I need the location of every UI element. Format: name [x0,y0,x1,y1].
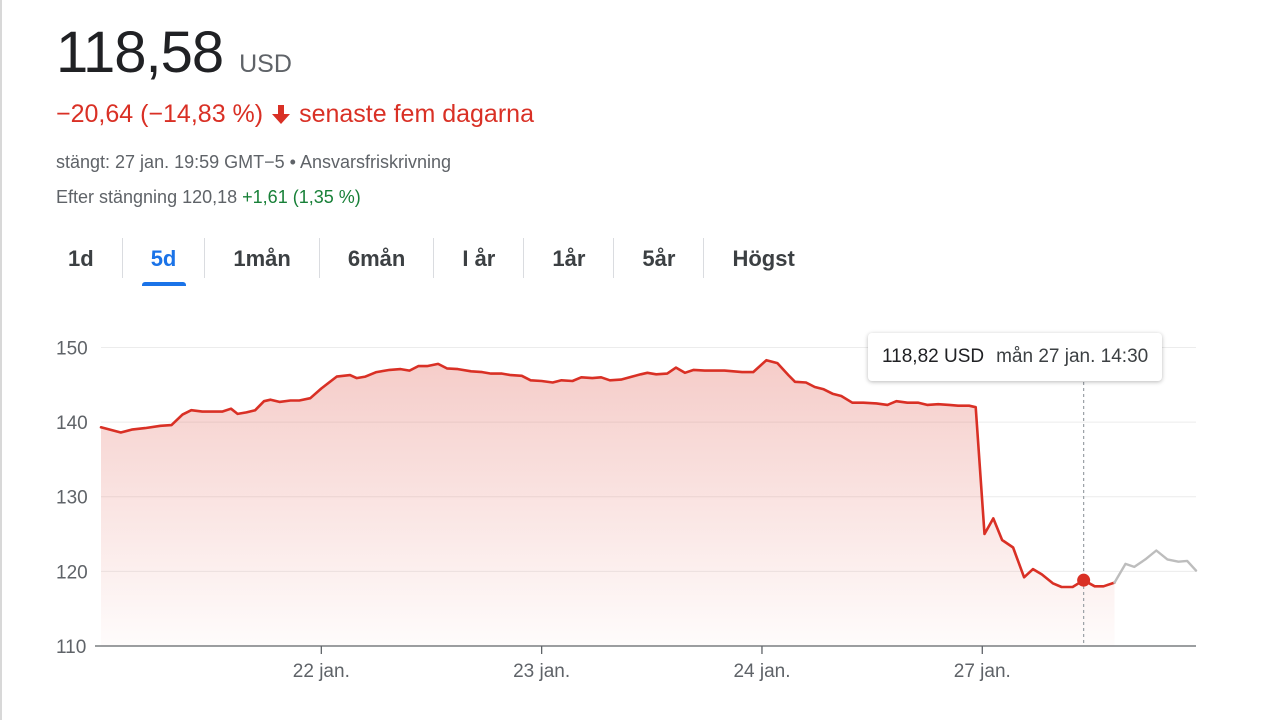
tab-divider [613,238,615,278]
price-chart[interactable]: 110 120 130 140 150 22 jan. 23 jan. 24 jan. 27 j… [0,300,1280,700]
hover-point [1077,573,1091,587]
disclaimer-link[interactable]: Ansvarsfriskrivning [299,152,452,172]
tab-5d[interactable]: 5d [123,238,205,286]
y-tick-label: 140 [56,413,88,434]
tab-label: 6mån [347,246,406,271]
closed-info: stängt: 27 jan. 19:59 GMT−5 [56,152,285,172]
x-tick-label: 22 jan. [293,661,350,682]
chart-lines [99,358,1198,589]
y-tick-label: 120 [56,562,88,583]
chart-tooltip: 118,82 USD mån 27 jan. 14:30 [868,333,1163,381]
x-tick-label: 27 jan. [954,661,1011,682]
tab-divider [204,238,206,278]
x-tick-label: 24 jan. [733,661,790,682]
price-line [99,358,1116,589]
tab-5ar[interactable]: 5år [614,238,703,280]
tab-label: 1mån [233,246,291,271]
active-tab-indicator [141,282,186,286]
after-hours-line [1113,549,1198,584]
tab-label: 5år [642,246,676,271]
bullet-separator: • [289,152,296,172]
after-hours-price: Efter stängning 120,18 [56,187,238,207]
price-area [101,360,1115,646]
x-tick-label: 23 jan. [513,661,570,682]
tab-divider [433,238,435,278]
tab-divider [703,238,705,278]
tab-divider [523,238,525,278]
tab-label: 5d [150,246,177,271]
price-currency: USD [239,50,292,78]
chart-hover-marker [1077,382,1091,646]
arrow-down-icon [272,105,291,124]
tab-1man[interactable]: 1mån [205,238,318,280]
range-tabs: 1d 5d 1mån 6mån I år 1år 5år Högst [56,238,823,288]
chart-area-fill [101,360,1115,646]
tab-1d[interactable]: 1d [56,238,122,280]
current-price: 118,58 [56,20,224,85]
tab-6man[interactable]: 6mån [320,238,433,280]
tab-i-ar[interactable]: I år [434,238,523,280]
window-edge [0,0,2,720]
tab-label: I år [462,246,496,271]
y-tick-label: 130 [56,488,88,509]
price-row: 118,58 USD [56,18,292,88]
tab-divider [318,238,320,278]
tab-1ar[interactable]: 1år [524,238,613,280]
chart-axes: 110 120 130 140 150 22 jan. 23 jan. 24 jan. 27 j… [56,338,1196,682]
tooltip-price: 118,82 USD [882,346,985,367]
y-tick-label: 150 [56,338,88,359]
price-change-row: −20,64 (−14,83 %) senaste fem dagarna [56,96,534,132]
price-change-period: senaste fem dagarna [299,100,534,128]
tooltip-date: mån 27 jan. 14:30 [996,346,1149,367]
y-tick-label: 110 [56,637,86,658]
price-change-value: −20,64 (−14,83 %) [56,100,264,128]
market-status: stängt: 27 jan. 19:59 GMT−5 • Ansvarsfri… [56,149,451,175]
tab-hogst[interactable]: Högst [704,238,822,280]
tab-label: Högst [732,246,795,271]
tab-label: 1år [552,246,586,271]
tab-divider [121,238,123,278]
after-hours-info: Efter stängning 120,18 +1,61 (1,35 %) [56,184,361,210]
after-hours-change: +1,61 (1,35 %) [242,187,361,207]
tab-label: 1d [68,246,94,271]
